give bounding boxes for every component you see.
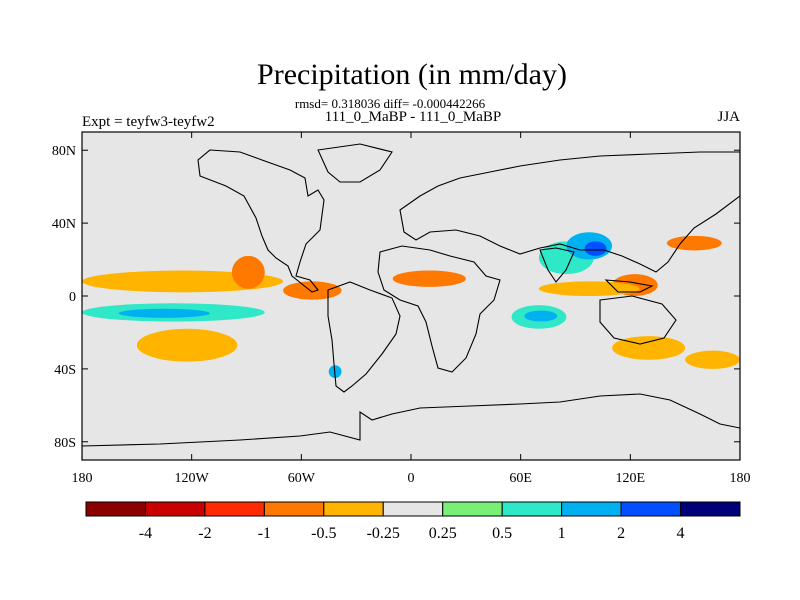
season-label: JJA <box>717 109 740 125</box>
x-tick-label: 0 <box>408 471 415 486</box>
runs-subtitle: 111_0_MaBP - 111_0_MaBP <box>325 109 501 125</box>
colorbar-swatch <box>442 501 503 517</box>
colorbar-swatch <box>263 501 325 517</box>
precip-anomaly-fields <box>82 232 740 378</box>
y-tick-label: 0 <box>69 290 76 305</box>
precip-region-north-pacific-dry <box>666 235 722 251</box>
coast-antarctica <box>82 393 740 460</box>
precip-region-central-america-core <box>231 255 265 289</box>
x-axis: 180 120W 60W 0 60E 120E 180 <box>72 132 751 486</box>
coast-maritime-continent <box>604 279 654 293</box>
precip-region-southern-ocean-dry <box>685 350 740 369</box>
y-tick-label: 80N <box>52 144 76 159</box>
colorbar-label: -0.5 <box>311 525 336 542</box>
precip-region-south-pacific-dry <box>136 328 238 362</box>
coast-africa <box>377 245 501 373</box>
colorbar-label: -1 <box>258 525 271 542</box>
colorbar-label: -0.25 <box>367 525 400 542</box>
expt-label: Expt = teyfw3-teyfw2 <box>82 114 215 130</box>
colorbar-swatch <box>501 501 563 517</box>
x-tick-label: 180 <box>730 471 751 486</box>
map-panel <box>82 132 740 460</box>
colorbar-label: -2 <box>198 525 211 542</box>
precip-region-south-pacific-band-inner <box>118 308 210 318</box>
coast-greenland <box>317 143 393 183</box>
colorbar-swatch <box>323 501 384 517</box>
x-tick-label: 120E <box>616 471 646 486</box>
colorbar-label: 4 <box>677 525 685 542</box>
precip-region-indian-ocean-core <box>524 310 558 322</box>
x-tick-label: 120W <box>175 471 210 486</box>
precip-region-sahel-dry <box>392 270 466 287</box>
coast-australia <box>599 295 677 345</box>
colorbar-label: -4 <box>139 525 152 542</box>
colorbar-label: 0.25 <box>429 525 457 542</box>
colorbar-swatch <box>561 501 622 517</box>
coast-north-america <box>197 149 325 293</box>
coast-india <box>539 247 575 283</box>
y-tick-label: 40S <box>54 363 76 378</box>
colorbar-swatch <box>85 501 146 517</box>
coast-eurasia <box>399 151 740 273</box>
coastlines <box>82 143 740 460</box>
stats-subtitle: rmsd= 0.318036 diff= -0.000442266 <box>295 96 486 111</box>
colorbar-label: 1 <box>558 525 566 542</box>
colorbar-swatch <box>144 501 206 517</box>
map-background <box>82 132 740 460</box>
colorbar-swatch <box>204 501 265 517</box>
colorbar-swatch <box>680 501 741 517</box>
precip-region-tibet-core <box>584 241 607 256</box>
precip-region-amazon-dry <box>283 281 342 300</box>
colorbar-label: 2 <box>617 525 625 542</box>
chart-title: Precipitation (in mm/day) <box>257 58 567 91</box>
y-tick-label: 80S <box>54 436 76 451</box>
precip-region-east-asia-wet <box>538 281 640 297</box>
y-axis: 80N 40N 0 40S 80S <box>52 144 740 451</box>
colorbar-swatch <box>620 501 682 517</box>
colorbar: -4 -2 -1 -0.5 -0.25 0.25 0.5 1 2 4 <box>85 501 741 542</box>
colorbar-label: 0.5 <box>492 525 512 542</box>
x-tick-label: 60E <box>509 471 532 486</box>
y-tick-label: 40N <box>52 217 76 232</box>
colorbar-swatch <box>382 501 444 517</box>
coast-south-america <box>327 281 401 393</box>
x-tick-label: 60W <box>288 471 316 486</box>
x-tick-label: 180 <box>72 471 93 486</box>
